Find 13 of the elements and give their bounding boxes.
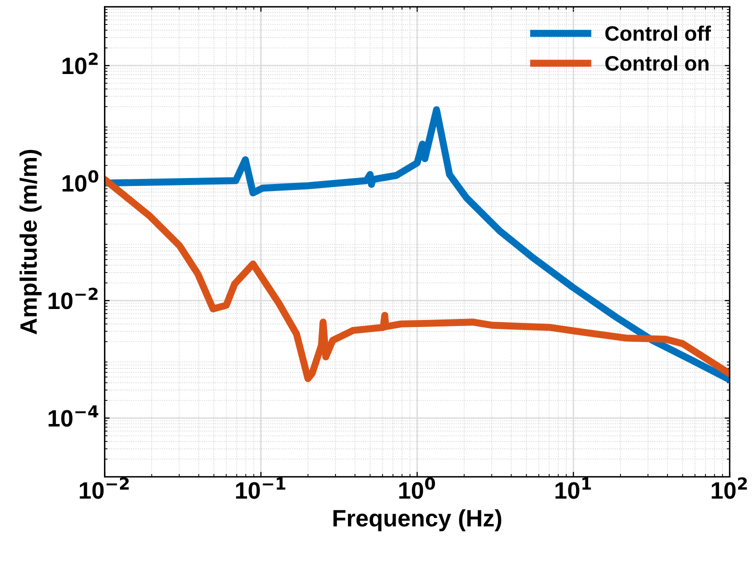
x-tick-label: 10$^{1}$ <box>556 478 591 499</box>
legend-label: Control off <box>605 26 711 41</box>
x-tick-label: 10$^{0}$ <box>399 477 435 499</box>
y-axis-title: Amplitude (m/m) <box>20 150 42 334</box>
y-tick-label: 10$^{−4}$ <box>48 405 98 427</box>
y-tick-label: 10$^{0}$ <box>62 170 98 192</box>
x-axis-title: Frequency (Hz) <box>333 509 502 532</box>
y-tick-label: 10$^{−2}$ <box>48 288 98 310</box>
legend-label: Control on <box>605 55 708 71</box>
x-tick-label: 10$^{2}$ <box>712 477 747 499</box>
x-tick-label: 10$^{−2}$ <box>80 477 129 499</box>
x-tick-label: 10$^{−1}$ <box>236 478 286 499</box>
y-tick-label: 10$^{2}$ <box>62 52 98 74</box>
